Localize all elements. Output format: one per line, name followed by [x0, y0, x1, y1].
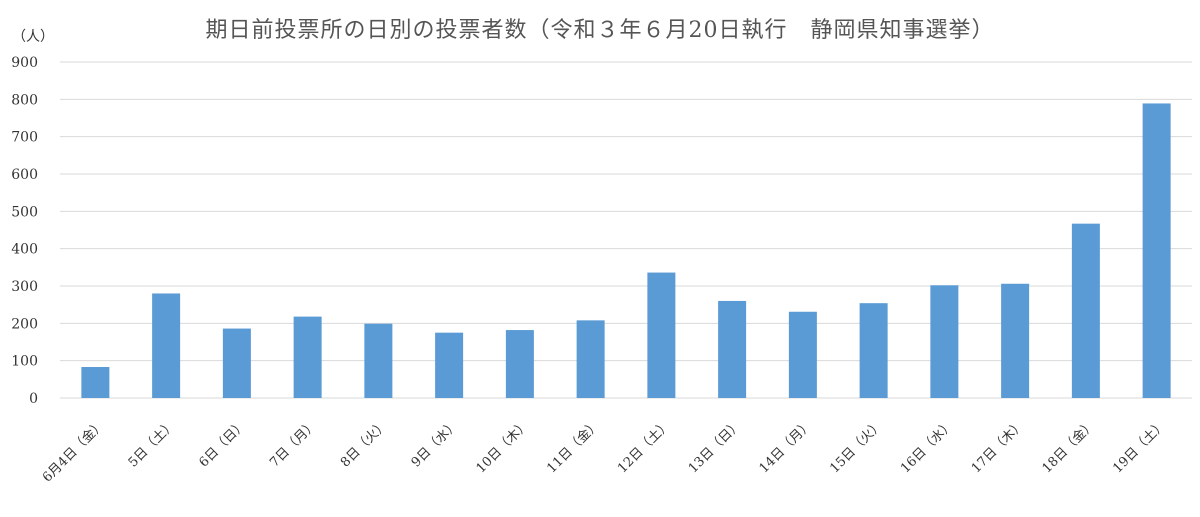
y-tick-label: 900: [11, 55, 38, 71]
x-category-label: 10日（木）: [474, 417, 533, 476]
x-category-label: 14日（月）: [757, 417, 816, 476]
y-tick-label: 200: [11, 316, 38, 332]
bar: [788, 311, 817, 398]
bar: [364, 323, 393, 398]
y-tick-label: 800: [11, 92, 38, 108]
x-category-label: 12日（土）: [615, 417, 674, 476]
bar: [505, 330, 534, 398]
x-category-label: 9日（水）: [409, 417, 462, 470]
y-axis-ticks: 0 100 200 300 400 500 600 700 800 900: [11, 55, 38, 407]
bar: [435, 332, 464, 398]
bar: [152, 293, 181, 398]
bar: [718, 300, 747, 398]
x-category-label: 5日（土）: [126, 417, 179, 470]
y-tick-label: 100: [11, 354, 38, 370]
x-category-label: 6月4日（金）: [39, 417, 108, 486]
x-category-label: 16日（水）: [898, 417, 957, 476]
bar: [222, 328, 251, 398]
x-category-label: 8日（火）: [338, 417, 391, 470]
x-axis-labels: 6月4日（金） 5日（土） 6日（日） 7日（月） 8日（火） 9日（水） 10日（木） 11…: [39, 417, 1169, 486]
x-category-label: 7日（月）: [267, 417, 320, 470]
x-category-label: 17日（木）: [969, 417, 1028, 476]
bar: [647, 272, 676, 398]
bar: [930, 285, 959, 398]
y-tick-label: 0: [29, 391, 38, 407]
x-category-label: 19日（土）: [1110, 417, 1169, 476]
x-category-label: 13日（日）: [686, 417, 745, 476]
x-category-label: 18日（金）: [1039, 417, 1099, 477]
y-tick-label: 500: [11, 204, 38, 220]
bar: [576, 320, 605, 398]
bar: [859, 303, 888, 398]
y-tick-label: 700: [11, 130, 38, 146]
bars: [81, 103, 1171, 398]
bar: [293, 316, 322, 398]
bar: [1071, 223, 1100, 398]
y-tick-label: 400: [11, 242, 38, 258]
y-tick-label: 300: [11, 279, 38, 295]
x-category-label: 15日（火）: [827, 417, 886, 476]
x-category-label: 11日（金）: [544, 417, 604, 477]
y-tick-label: 600: [11, 167, 38, 183]
bar: [1142, 103, 1171, 398]
bar: [81, 367, 110, 398]
bar: [1001, 283, 1030, 398]
y-axis-unit-label: （人）: [12, 29, 54, 45]
chart-title: 期日前投票所の日別の投票者数（令和３年６月20日執行 静岡県知事選挙）: [205, 18, 995, 43]
x-category-label: 6日（日）: [196, 417, 249, 470]
